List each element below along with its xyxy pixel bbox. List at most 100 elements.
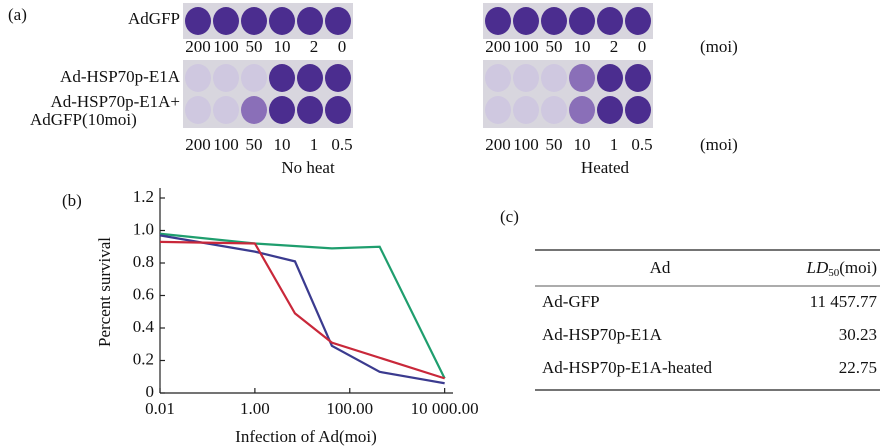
well xyxy=(625,7,651,35)
series-line xyxy=(159,240,445,380)
plate xyxy=(183,60,353,128)
well xyxy=(185,64,211,92)
well xyxy=(569,96,595,124)
dose-label: 200 xyxy=(485,37,511,56)
well xyxy=(185,7,211,35)
unit-label: (moi) xyxy=(700,37,738,56)
dose-label: 100 xyxy=(213,135,239,154)
condition-label: Heated xyxy=(581,158,630,177)
well xyxy=(597,7,623,35)
x-tick-label: 10 000.00 xyxy=(411,399,479,418)
well xyxy=(213,96,239,124)
panel-label: (a) xyxy=(8,5,27,24)
well xyxy=(213,7,239,35)
well xyxy=(325,96,351,124)
dose-label: 2 xyxy=(310,37,319,56)
series-line xyxy=(159,232,446,379)
plate xyxy=(483,60,653,128)
well xyxy=(569,64,595,92)
plate xyxy=(183,3,353,39)
well xyxy=(241,7,267,35)
plate xyxy=(483,3,653,39)
y-tick-label: 1.0 xyxy=(133,219,154,238)
well xyxy=(513,96,539,124)
well xyxy=(297,64,323,92)
dose-label: 0.5 xyxy=(631,135,652,154)
x-tick-label: 100.00 xyxy=(326,399,373,418)
dose-label: 10 xyxy=(574,135,591,154)
table-header: LD50(moi) xyxy=(805,258,877,279)
table-cell: 30.23 xyxy=(839,325,877,344)
well xyxy=(325,7,351,35)
dose-label: 200 xyxy=(485,135,511,154)
series-line xyxy=(159,234,445,385)
well xyxy=(597,64,623,92)
x-tick-label: 1.00 xyxy=(240,399,270,418)
dose-label: 0 xyxy=(338,37,347,56)
dose-label: 50 xyxy=(546,37,563,56)
table-cell: 11 457.77 xyxy=(810,292,878,311)
well xyxy=(485,96,511,124)
y-tick-label: 1.2 xyxy=(133,187,154,206)
dose-label: 2 xyxy=(610,37,619,56)
y-tick-label: 0.8 xyxy=(133,252,154,271)
row-label: Ad-HSP70p-E1A xyxy=(60,67,181,86)
well xyxy=(513,64,539,92)
dose-label: 100 xyxy=(513,37,539,56)
well xyxy=(269,64,295,92)
dose-label: 50 xyxy=(546,135,563,154)
dose-label: 100 xyxy=(213,37,239,56)
dose-label: 10 xyxy=(274,135,291,154)
well xyxy=(269,96,295,124)
header-sub: 50 xyxy=(828,267,840,279)
x-axis-label: Infection of Ad(moi) xyxy=(235,427,377,446)
well xyxy=(513,7,539,35)
dose-label: 1 xyxy=(610,135,619,154)
dose-label: 10 xyxy=(574,37,591,56)
header-suffix: (moi) xyxy=(839,258,877,277)
well xyxy=(297,7,323,35)
well xyxy=(269,7,295,35)
well xyxy=(541,7,567,35)
well xyxy=(625,64,651,92)
table-cell: Ad-GFP xyxy=(542,292,600,311)
well xyxy=(185,96,211,124)
table-cell: 22.75 xyxy=(839,358,877,377)
dose-label: 50 xyxy=(246,135,263,154)
dose-label: 0.5 xyxy=(331,135,352,154)
panel-label: (c) xyxy=(500,207,519,226)
panel-label: (b) xyxy=(62,191,82,210)
table-cell: Ad-HSP70p-E1A-heated xyxy=(542,358,712,377)
row-label: AdGFP(10moi) xyxy=(30,110,137,129)
well xyxy=(213,64,239,92)
well xyxy=(569,7,595,35)
well xyxy=(485,7,511,35)
well xyxy=(541,96,567,124)
dose-label: 100 xyxy=(513,135,539,154)
dose-label: 50 xyxy=(246,37,263,56)
row-label: AdGFP xyxy=(128,9,180,28)
well xyxy=(297,96,323,124)
dose-label: 10 xyxy=(274,37,291,56)
well xyxy=(597,96,623,124)
condition-label: No heat xyxy=(281,158,335,177)
unit-label: (moi) xyxy=(700,135,738,154)
well xyxy=(485,64,511,92)
table-header: Ad xyxy=(650,258,671,277)
dose-label: 200 xyxy=(185,37,211,56)
y-tick-label: 0.2 xyxy=(133,349,154,368)
dose-label: 200 xyxy=(185,135,211,154)
dose-label: 0 xyxy=(638,37,647,56)
well xyxy=(241,96,267,124)
x-tick-label: 0.01 xyxy=(145,399,175,418)
well xyxy=(625,96,651,124)
header-main: LD xyxy=(805,258,828,277)
y-tick-label: 0 xyxy=(146,382,155,401)
y-tick-label: 0.4 xyxy=(133,317,155,336)
y-axis-label: Percent survival xyxy=(95,237,114,347)
well xyxy=(541,64,567,92)
dose-label: 1 xyxy=(310,135,319,154)
row-label: Ad-HSP70p-E1A+ xyxy=(50,92,180,111)
well xyxy=(241,64,267,92)
